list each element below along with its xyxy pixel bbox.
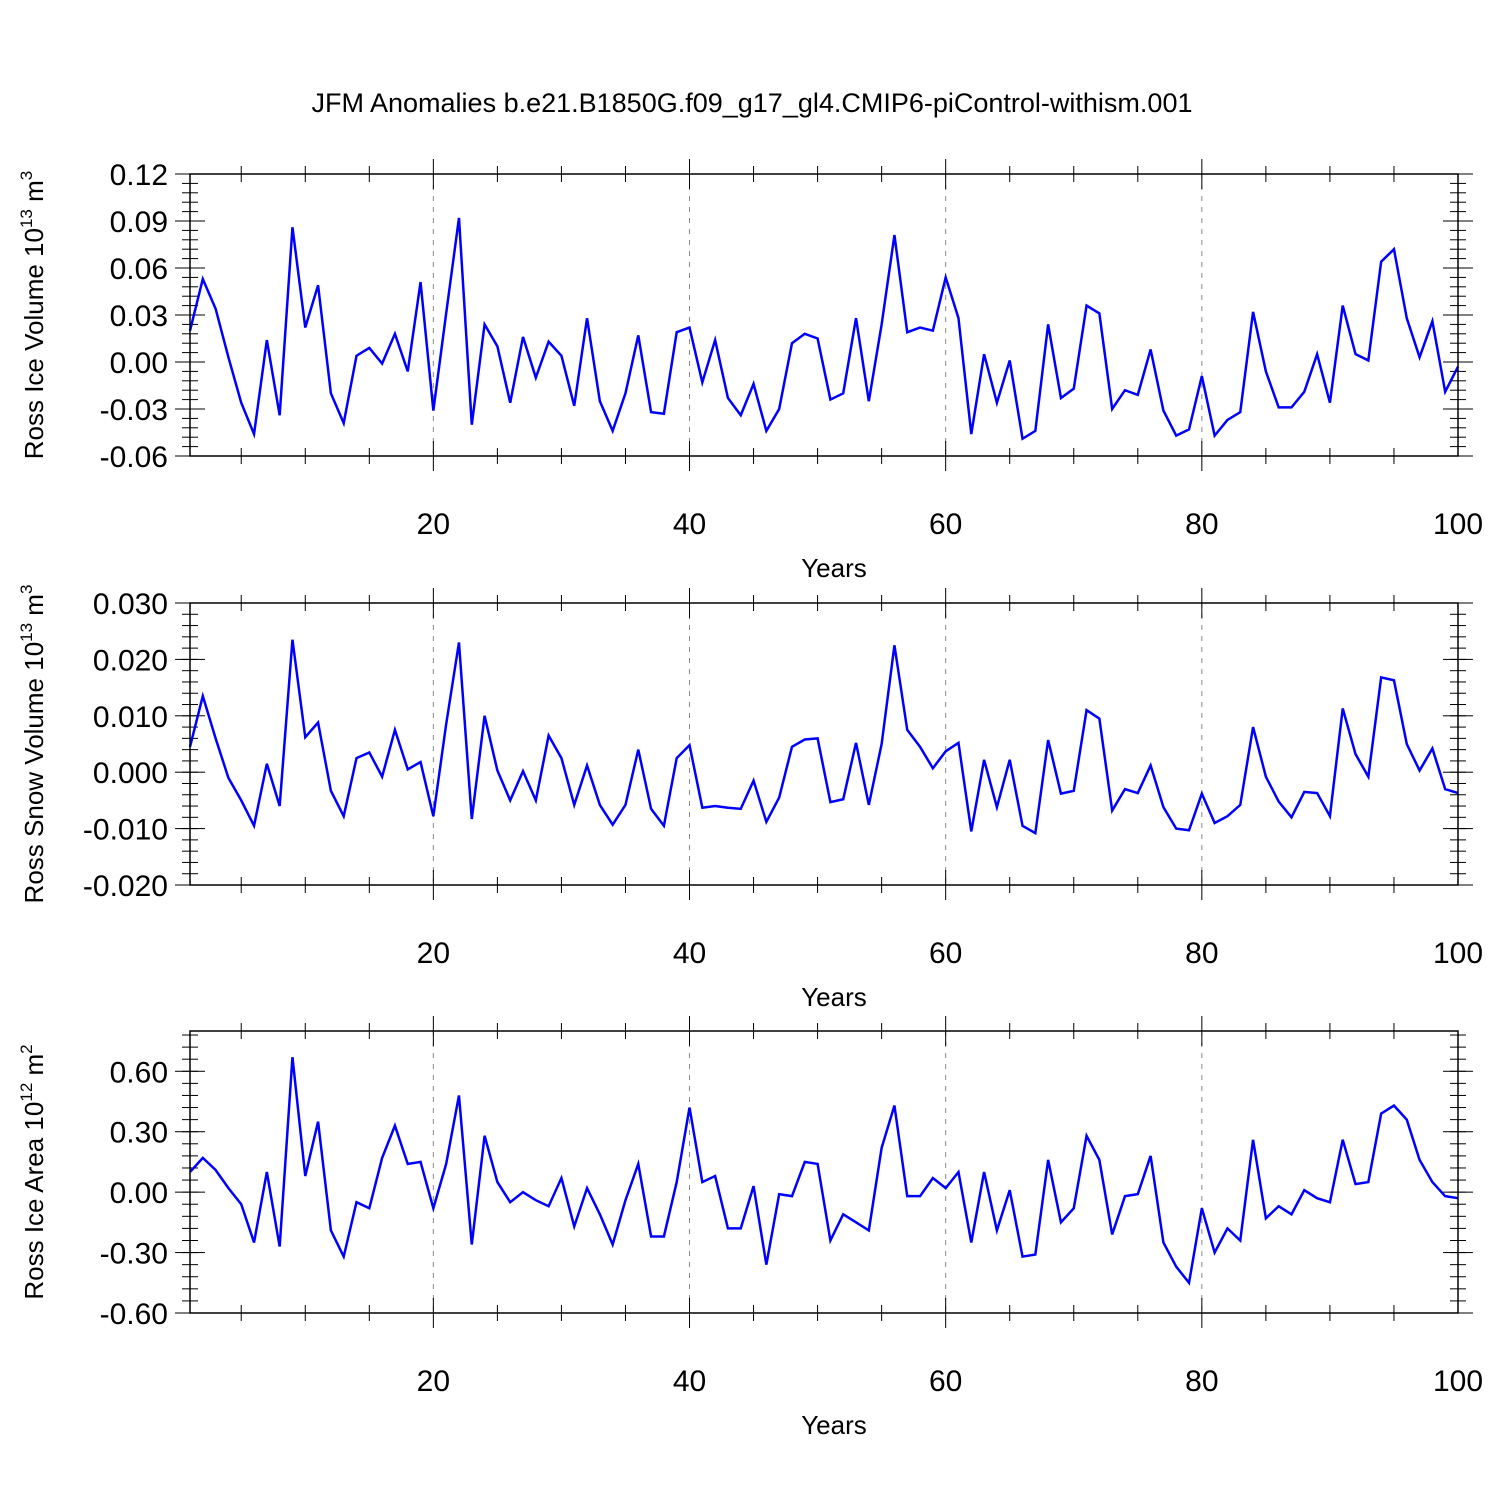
x-tick-label: 60 xyxy=(929,937,962,970)
y-tick-label: -0.010 xyxy=(83,814,168,847)
y-tick-label: -0.60 xyxy=(100,1298,168,1331)
y-tick-label: 0.60 xyxy=(110,1056,168,1089)
y-tick-label: 0.09 xyxy=(110,206,168,239)
figure-title: JFM Anomalies b.e21.B1850G.f09_g17_gl4.C… xyxy=(312,88,1193,118)
x-tick-label: 60 xyxy=(929,508,962,541)
y-tick-label: 0.010 xyxy=(93,701,168,734)
x-tick-label: 80 xyxy=(1185,937,1218,970)
x-tick-label: 60 xyxy=(929,1365,962,1398)
y-axis-label: Ross Ice Volume 1013 m3 xyxy=(17,171,49,460)
x-tick-label: 100 xyxy=(1433,1365,1483,1398)
y-tick-label: -0.30 xyxy=(100,1238,168,1271)
x-axis-label: Years xyxy=(801,1410,867,1440)
y-tick-label: -0.06 xyxy=(100,441,168,474)
y-axis-label: Ross Snow Volume 1013 m3 xyxy=(17,585,49,904)
y-tick-label: -0.03 xyxy=(100,394,168,427)
y-tick-label: 0.020 xyxy=(93,644,168,677)
x-tick-label: 40 xyxy=(673,508,706,541)
plot-frame xyxy=(189,173,1459,457)
panel-snow-volume: -0.020 -0.010 0.000 0.010 0.020 0.030 20 40 60 80… xyxy=(17,585,1483,1012)
panel-ice-area: -0.60 -0.30 0.00 0.30 0.60 20 40 60 80 100 Years Ro… xyxy=(17,1016,1483,1440)
y-axis-label: Ross Ice Area 1012 m2 xyxy=(17,1044,49,1299)
x-tick-label: 80 xyxy=(1185,1365,1218,1398)
series-line xyxy=(188,217,1460,441)
plot-frame xyxy=(189,1030,1459,1314)
y-tick-label: 0.000 xyxy=(93,757,168,790)
y-tick-label: 0.30 xyxy=(110,1117,168,1150)
series-line xyxy=(189,1057,1459,1286)
x-tick-label: 100 xyxy=(1433,508,1483,541)
y-tick-label: 0.00 xyxy=(110,1177,168,1210)
series-line xyxy=(188,639,1459,836)
y-tick-label: -0.020 xyxy=(83,870,168,903)
panel-ice-volume: -0.06 -0.03 0.00 0.03 0.06 0.09 0.12 20 40 60 80 10… xyxy=(17,159,1483,583)
x-tick-label: 40 xyxy=(673,937,706,970)
x-tick-label: 40 xyxy=(673,1365,706,1398)
x-tick-label: 20 xyxy=(417,937,450,970)
y-tick-label: 0.030 xyxy=(93,588,168,621)
y-tick-label: 0.03 xyxy=(110,300,168,333)
x-axis-label: Years xyxy=(801,553,867,583)
x-tick-label: 100 xyxy=(1433,937,1483,970)
y-tick-label: 0.12 xyxy=(110,159,168,192)
y-tick-label: 0.06 xyxy=(110,253,168,286)
x-tick-label: 20 xyxy=(417,508,450,541)
x-axis-label: Years xyxy=(801,982,867,1012)
x-tick-label: 80 xyxy=(1185,508,1218,541)
x-tick-label: 20 xyxy=(417,1365,450,1398)
y-tick-label: 0.00 xyxy=(110,347,168,380)
plot-frame xyxy=(189,602,1459,886)
